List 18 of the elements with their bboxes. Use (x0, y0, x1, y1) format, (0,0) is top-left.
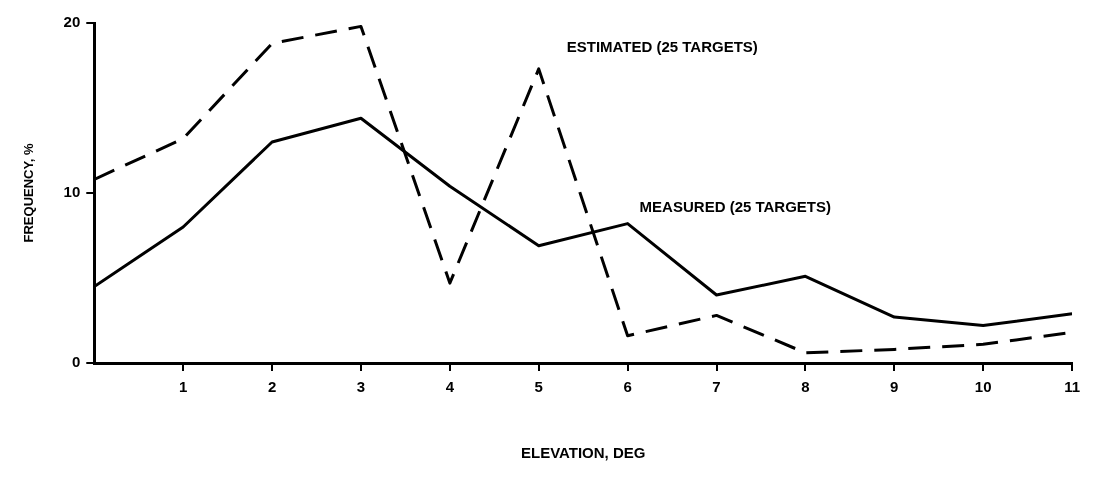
x-tick-label: 11 (1064, 378, 1080, 396)
y-tick-label: 0 (71, 353, 81, 371)
y-axis-title: FREQUENCY, % (21, 143, 37, 243)
x-tick-label: 8 (801, 378, 810, 396)
x-tick-label: 6 (623, 378, 632, 396)
x-axis-title: ELEVATION, DEG (520, 444, 646, 462)
y-tick-label: 20 (63, 13, 81, 31)
x-tick-label: 10 (974, 378, 992, 396)
series-label: MEASURED (25 TARGETS) (639, 198, 832, 216)
x-tick-label: 1 (179, 378, 188, 396)
y-tick-label: 10 (63, 183, 81, 201)
x-tick-label: 5 (534, 378, 543, 396)
x-tick-label: 7 (712, 378, 721, 396)
text: ESTIMATED (25 TARGETS) (566, 37, 758, 55)
x-tick-label: 9 (890, 378, 899, 396)
x-tick-label: 2 (267, 378, 277, 396)
x-tick-label: 4 (445, 378, 455, 396)
x-tick-label: 3 (356, 378, 366, 396)
